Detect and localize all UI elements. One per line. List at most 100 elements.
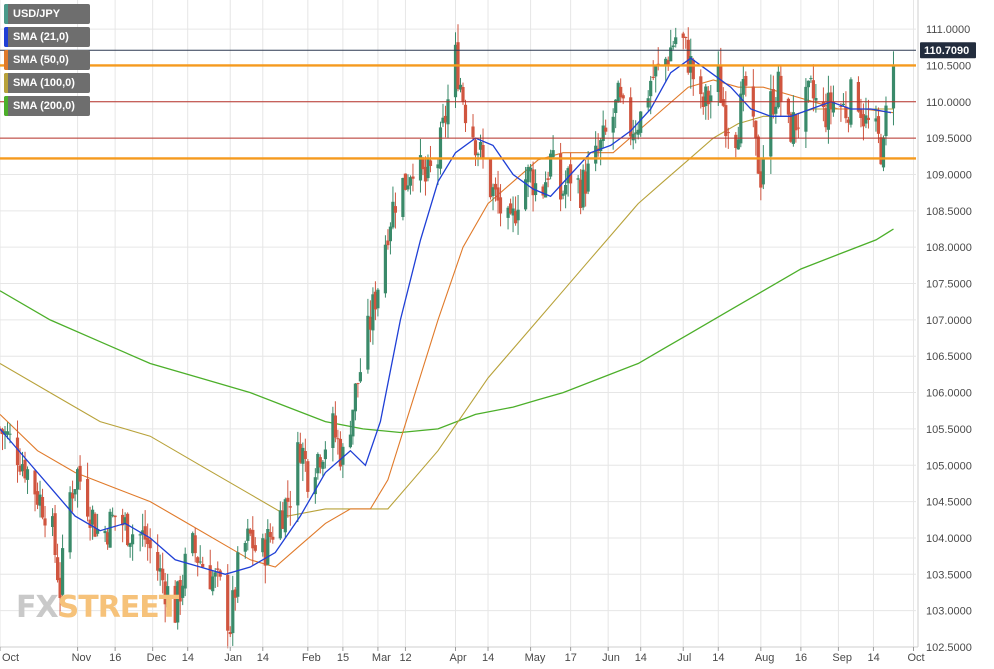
candle-body bbox=[156, 552, 160, 571]
last-price-badge-bg bbox=[920, 42, 976, 59]
candle-body bbox=[288, 506, 292, 508]
x-tick-label: May bbox=[525, 652, 546, 664]
candle-body bbox=[549, 153, 553, 177]
candle-body bbox=[704, 86, 708, 107]
candle-body bbox=[491, 187, 495, 196]
candle-body bbox=[61, 548, 65, 595]
candle-body bbox=[471, 126, 475, 138]
candle-body bbox=[418, 155, 423, 181]
candle-body bbox=[313, 477, 317, 495]
candle-body bbox=[43, 518, 47, 526]
y-tick-label: 106.0000 bbox=[926, 388, 972, 400]
candle-body bbox=[634, 132, 638, 134]
candlestick-series bbox=[0, 24, 896, 649]
candle-body bbox=[208, 565, 212, 590]
candle-body bbox=[35, 491, 40, 505]
candle-body bbox=[576, 178, 580, 180]
candle-body bbox=[796, 127, 800, 129]
candle-body bbox=[181, 585, 185, 598]
y-tick-label: 107.0000 bbox=[926, 315, 972, 327]
candle-body bbox=[341, 446, 345, 465]
x-tick-label: Oct bbox=[2, 652, 19, 664]
legend-item[interactable]: USD/JPY bbox=[4, 4, 90, 24]
candle-body bbox=[298, 443, 302, 463]
candle-body bbox=[248, 529, 252, 534]
last-price-badge: 110.7090 bbox=[920, 42, 976, 59]
candle-body bbox=[514, 211, 518, 224]
candle-body bbox=[321, 461, 325, 469]
candle-body bbox=[271, 536, 275, 540]
x-tick-label: 14 bbox=[867, 652, 879, 664]
legend-swatch bbox=[4, 4, 8, 24]
candle-body bbox=[226, 574, 230, 631]
candle-body bbox=[864, 115, 868, 124]
candle-body bbox=[131, 534, 135, 545]
candle-body bbox=[544, 182, 548, 198]
candle-body bbox=[411, 176, 415, 179]
candle-body bbox=[40, 497, 45, 518]
candle-body bbox=[158, 568, 162, 572]
candle-body bbox=[301, 447, 305, 464]
candle-body bbox=[509, 203, 513, 214]
x-tick-label: 12 bbox=[399, 652, 411, 664]
candle-body bbox=[108, 511, 112, 548]
x-tick-label: Oct bbox=[907, 652, 924, 664]
x-tick-label: Jul bbox=[677, 652, 691, 664]
x-tick-label: Mar bbox=[372, 652, 391, 664]
candle-body bbox=[356, 383, 360, 385]
legend-item[interactable]: SMA (21,0) bbox=[4, 27, 90, 47]
y-tick-label: 110.0000 bbox=[926, 97, 971, 109]
candle-body bbox=[794, 114, 798, 131]
legend-swatch bbox=[4, 96, 8, 116]
candle-body bbox=[138, 534, 142, 536]
candle-body bbox=[25, 469, 30, 480]
candle-body bbox=[178, 580, 182, 602]
candle-body bbox=[33, 470, 37, 495]
candle-body bbox=[671, 45, 675, 48]
sma200-path bbox=[0, 228, 894, 434]
candle-body bbox=[651, 76, 655, 78]
candle-body bbox=[391, 201, 395, 228]
candle-body bbox=[706, 90, 710, 105]
candle-body bbox=[191, 533, 195, 554]
candle-body bbox=[111, 514, 115, 516]
x-tick-label: Apr bbox=[449, 652, 466, 664]
candle-body bbox=[804, 86, 808, 132]
candle-body bbox=[126, 513, 130, 546]
x-tick-label: 17 bbox=[565, 652, 577, 664]
candle-body bbox=[619, 86, 623, 98]
candle-body bbox=[754, 120, 758, 139]
candle-body bbox=[616, 82, 620, 103]
candle-body bbox=[559, 153, 563, 200]
candle-body bbox=[744, 76, 748, 86]
candle-body bbox=[876, 116, 881, 134]
candle-body bbox=[403, 173, 407, 190]
candle-body bbox=[724, 105, 728, 137]
last-price-value: 110.7090 bbox=[924, 45, 969, 57]
candle-body bbox=[498, 197, 503, 214]
candle-body bbox=[281, 510, 285, 529]
candle-body bbox=[436, 164, 440, 169]
candle-body bbox=[438, 127, 443, 169]
candle-body bbox=[691, 59, 695, 80]
candle-body bbox=[736, 139, 740, 150]
candle-body bbox=[611, 116, 615, 133]
candle-body bbox=[529, 167, 533, 172]
candle-body bbox=[604, 127, 608, 132]
candle-body bbox=[371, 294, 375, 331]
candle-body bbox=[148, 539, 152, 549]
legend-item[interactable]: SMA (50,0) bbox=[4, 50, 90, 70]
candle-body bbox=[674, 37, 678, 45]
candle-body bbox=[473, 140, 478, 156]
candle-body bbox=[621, 95, 625, 99]
x-tick-label: 16 bbox=[795, 652, 807, 664]
candle-body bbox=[891, 65, 896, 109]
candle-body bbox=[426, 158, 430, 179]
candle-body bbox=[739, 93, 743, 144]
legend-item[interactable]: SMA (200,0) bbox=[4, 96, 90, 116]
y-tick-label: 105.0000 bbox=[926, 460, 972, 472]
y-tick-label: 103.5000 bbox=[926, 569, 972, 581]
sma-200-line bbox=[0, 228, 894, 434]
candle-body bbox=[789, 113, 793, 142]
legend-item[interactable]: SMA (100,0) bbox=[4, 73, 90, 93]
